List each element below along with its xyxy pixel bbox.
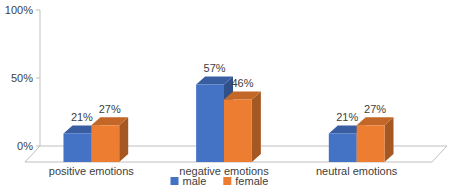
bar-front [329,133,357,162]
data-label: 21% [336,111,358,123]
legend: male female [171,175,269,187]
chart-svg: 0% 50% 100% 21% 27% 57% 46% 21% 27% positive emot… [0,0,459,191]
bar-top [357,117,394,125]
bars [63,76,393,162]
bar-top [91,117,128,125]
bar-front [63,133,91,162]
bar-top [224,91,261,99]
data-label: 21% [71,111,93,123]
bar [224,91,261,162]
bar-front [224,99,252,162]
bar-front [91,125,119,162]
data-labels: 21% 27% 57% 46% 21% 27% [71,62,386,123]
legend-label: female [235,175,268,187]
bar-top [196,76,233,84]
data-label: 46% [231,77,253,89]
bar-side [252,91,261,162]
data-label: 27% [99,103,121,115]
y-tick-label: 100% [5,4,33,16]
legend-swatch [171,177,179,185]
y-tick [36,146,40,147]
bar [91,117,128,162]
legend-label: male [183,175,207,187]
x-tick-label: positive emotions [49,165,134,177]
legend-swatch [223,177,231,185]
bar [357,117,394,162]
bar-front [357,125,385,162]
x-tick-label: neutral emotions [316,165,398,177]
data-label: 57% [204,62,226,74]
y-tick [36,78,40,79]
y-tick [36,10,40,11]
bar-front [196,84,224,162]
y-tick-label: 0% [17,140,33,152]
data-label: 27% [364,103,386,115]
chart-container: 0% 50% 100% 21% 27% 57% 46% 21% 27% positive emot… [0,0,459,191]
y-tick-label: 50% [11,72,33,84]
